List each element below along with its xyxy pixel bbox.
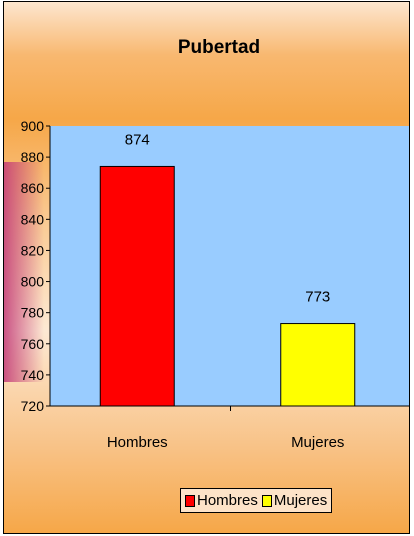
bar-mujeres	[280, 323, 356, 407]
data-label-mujeres: 773	[305, 289, 330, 306]
legend-swatch-mujeres	[261, 494, 272, 507]
bar-hombres	[99, 165, 175, 407]
legend-item-hombres: Hombres	[185, 492, 258, 509]
y-tick-label: 900	[21, 118, 45, 134]
y-tick-label: 860	[21, 180, 45, 196]
y-tick-label: 880	[21, 149, 45, 165]
chart-frame: Pubertad 720 740 760 780 800 820 840 860 880 900 …	[3, 1, 410, 534]
axis-glow	[4, 162, 44, 382]
y-tick-label: 800	[21, 274, 45, 290]
y-tick-label: 820	[21, 242, 45, 258]
y-tick-label: 840	[21, 211, 45, 227]
legend: Hombres Mujeres	[180, 488, 333, 513]
y-tick-label: 740	[21, 367, 45, 383]
x-tick-label-hombres: Hombres	[107, 434, 168, 451]
legend-swatch-hombres	[185, 494, 195, 507]
legend-label-hombres: Hombres	[197, 492, 258, 509]
chart-svg: Pubertad 720740760780800820840860880900 …	[4, 37, 409, 451]
x-tick-label-mujeres: Mujeres	[291, 434, 344, 451]
y-tick-label: 780	[21, 305, 45, 321]
legend-item-mujeres: Mujeres	[261, 492, 328, 509]
y-tick-label: 720	[21, 398, 45, 414]
data-label-hombres: 874	[125, 131, 150, 148]
legend-label-mujeres: Mujeres	[273, 492, 328, 509]
y-tick-label: 760	[21, 336, 45, 352]
chart-title: Pubertad	[178, 37, 260, 58]
